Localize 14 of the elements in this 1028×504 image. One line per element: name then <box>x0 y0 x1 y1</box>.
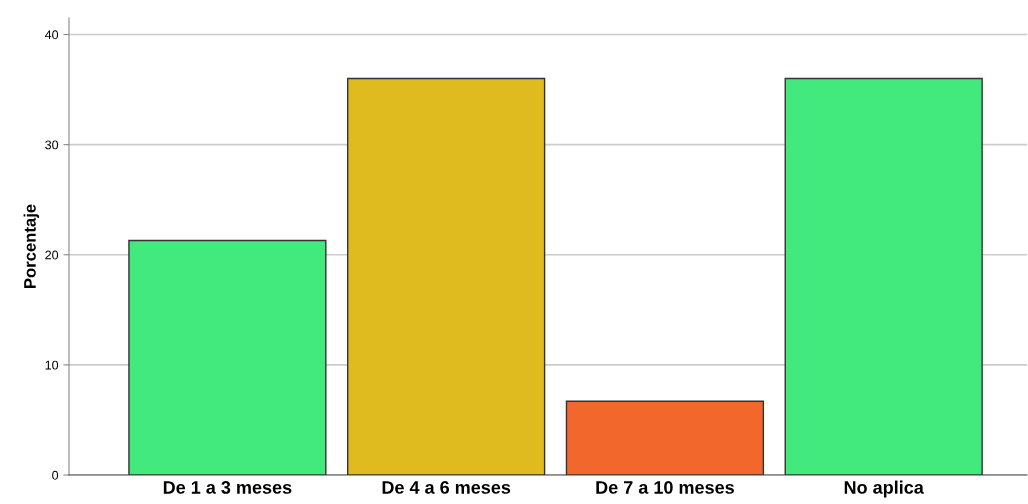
bar <box>347 77 546 475</box>
y-axis-title: Porcentaje <box>23 204 40 288</box>
y-tick-label: 30 <box>45 140 59 150</box>
x-tick-label: No aplica <box>844 480 924 498</box>
bar <box>784 77 983 475</box>
y-tick-label: 40 <box>44 30 59 40</box>
x-tick-label: De 1 a 3 meses <box>163 481 292 494</box>
x-tick-label: De 4 a 6 meses <box>382 481 511 494</box>
bar <box>128 239 327 475</box>
bar <box>565 400 765 475</box>
x-tick-label: De 7 a 10 meses <box>596 481 734 494</box>
y-tick-label: 20 <box>45 250 59 260</box>
y-tick-label: 0 <box>52 470 59 480</box>
y-tick-label: 10 <box>45 360 59 370</box>
